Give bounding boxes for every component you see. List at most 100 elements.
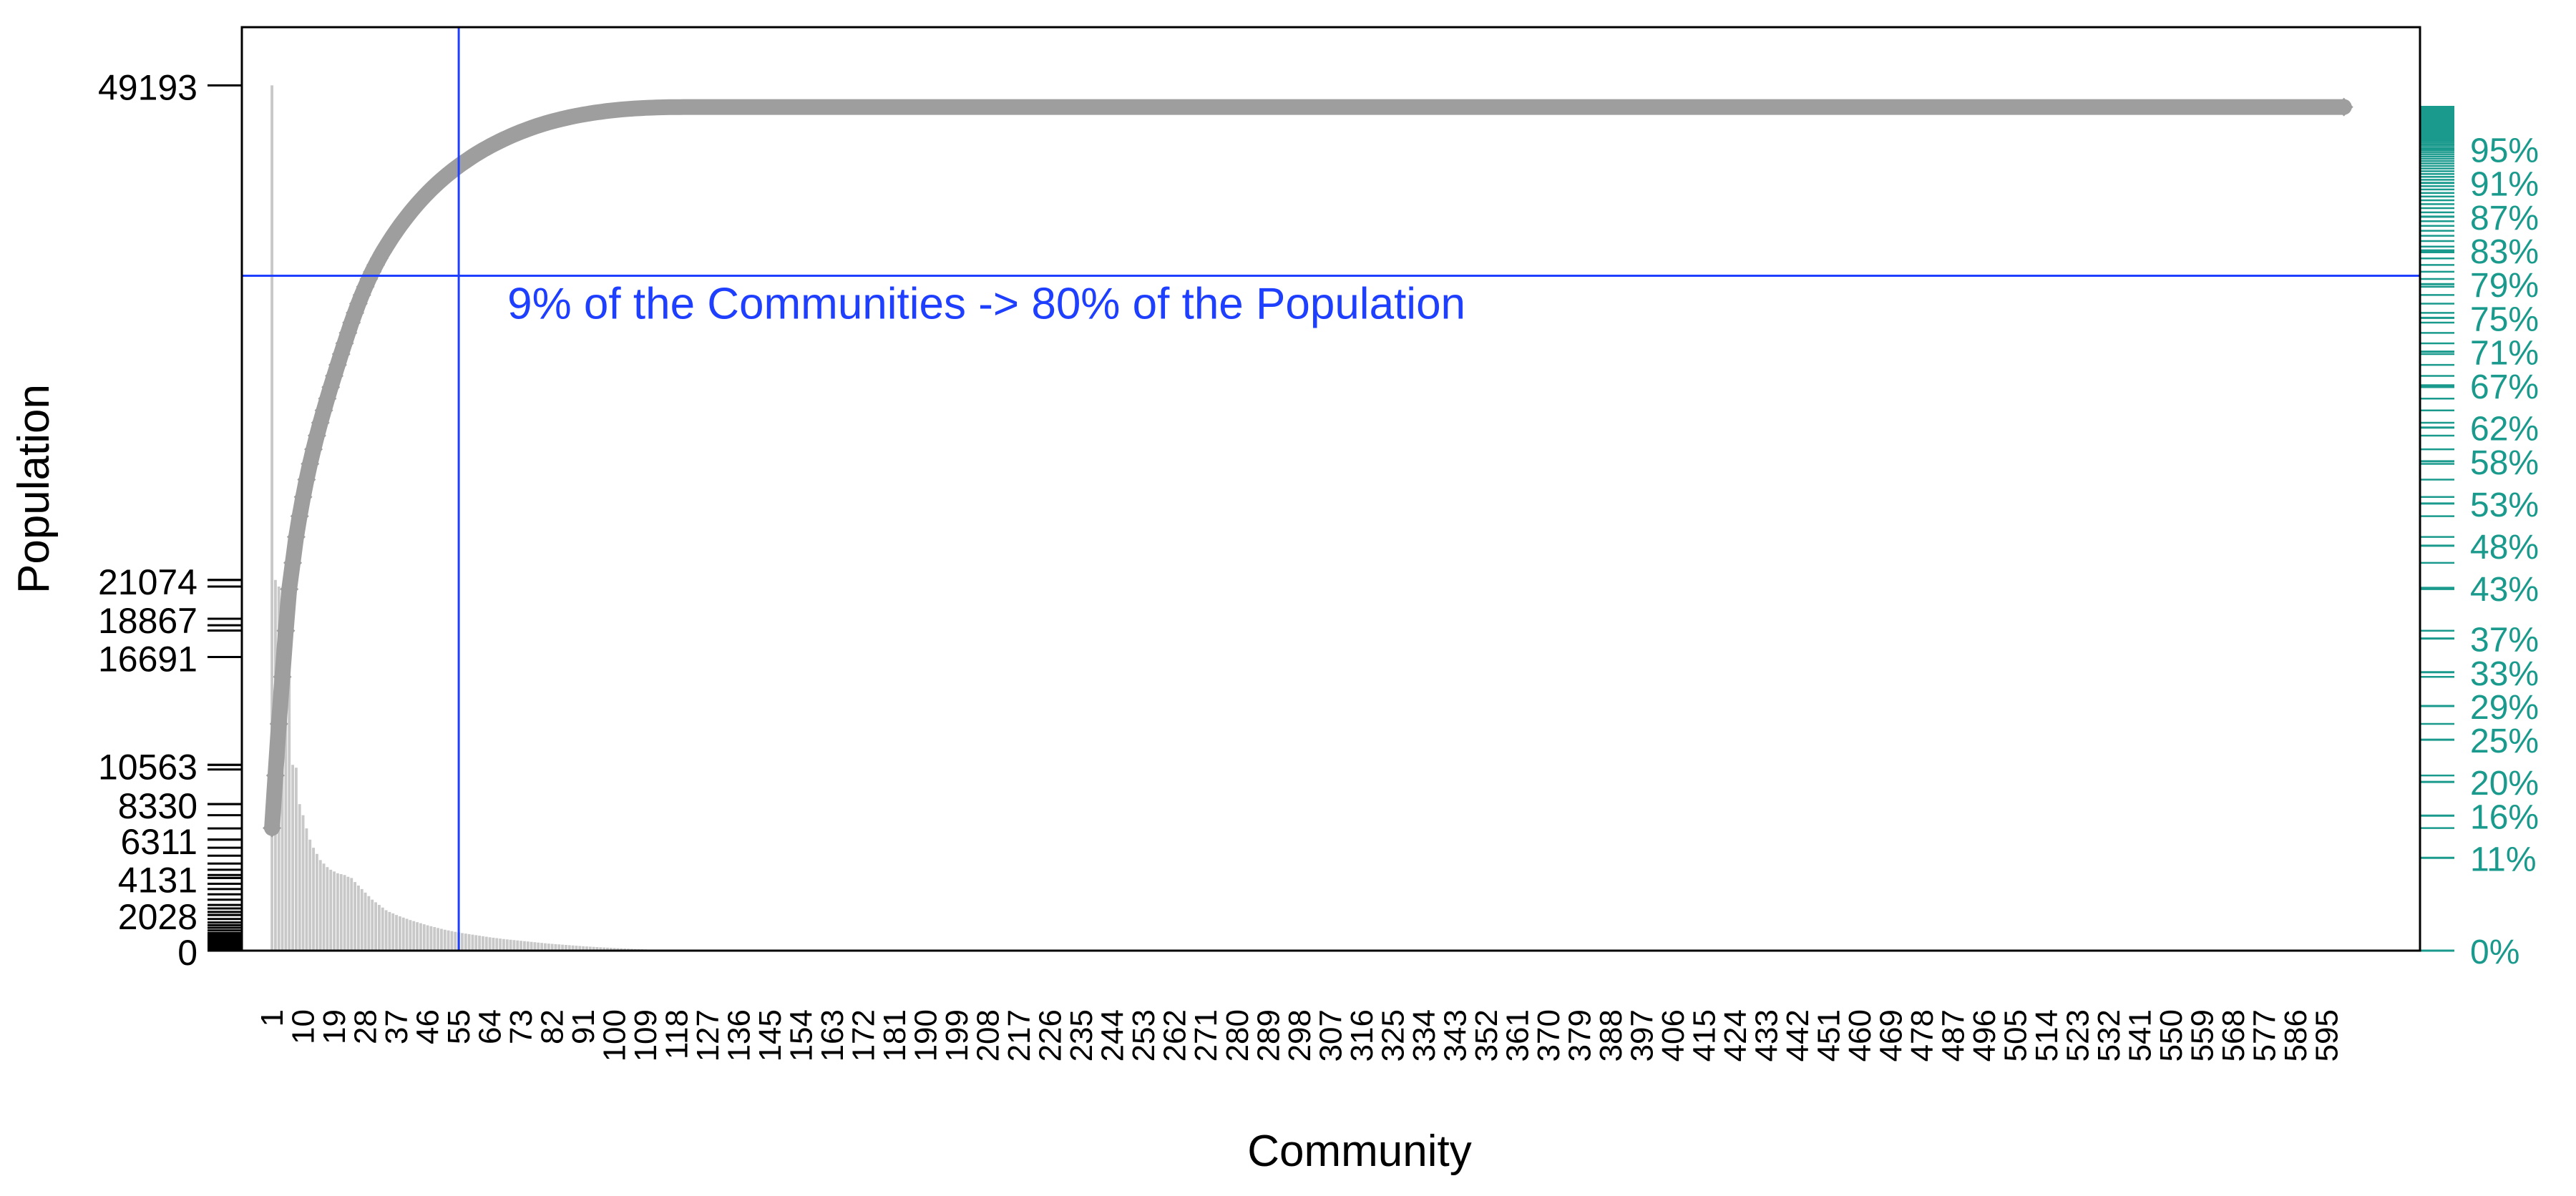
- right-axis-label: 58%: [2470, 444, 2539, 482]
- cumulative-point: [301, 454, 320, 474]
- bar: [567, 945, 571, 951]
- bar: [401, 917, 405, 951]
- x-tick-label: 595: [2309, 1009, 2344, 1062]
- x-tick-label: 1: [255, 1009, 290, 1026]
- x-tick-label: 82: [535, 1009, 570, 1044]
- x-tick-label: 388: [1594, 1009, 1629, 1062]
- bar: [301, 815, 305, 951]
- threshold-layer: [242, 27, 2420, 951]
- bar: [464, 933, 467, 951]
- cumulative-point: [307, 426, 326, 445]
- right-axis-label: 48%: [2470, 529, 2539, 567]
- bar: [565, 945, 567, 951]
- x-tick-label: 226: [1033, 1009, 1068, 1062]
- y-tick-label: 6311: [120, 822, 197, 862]
- bar: [291, 765, 294, 951]
- y-tick-label: 16691: [98, 639, 197, 680]
- bar: [482, 936, 484, 951]
- x-tick-label: 523: [2060, 1009, 2095, 1062]
- bar: [484, 936, 488, 951]
- bar: [495, 938, 499, 951]
- x-tick-label: 19: [317, 1009, 352, 1044]
- x-tick-label: 487: [1936, 1009, 1971, 1062]
- cumulative-layer: [263, 97, 2353, 838]
- x-tick-label: 397: [1624, 1009, 1659, 1062]
- x-tick-label: 271: [1189, 1009, 1224, 1062]
- bar: [585, 946, 588, 951]
- bar: [336, 873, 339, 951]
- x-tick-label: 478: [1905, 1009, 1940, 1062]
- right-axis-label: 87%: [2470, 200, 2539, 237]
- x-tick-label: 442: [1780, 1009, 1815, 1062]
- x-tick-label: 154: [784, 1009, 819, 1062]
- x-tick-label: 406: [1656, 1009, 1691, 1062]
- bar: [505, 939, 509, 951]
- bar: [391, 913, 395, 951]
- bar: [602, 947, 606, 951]
- bar: [471, 934, 474, 951]
- cumulative-line: [264, 99, 2352, 836]
- x-tick-label: 217: [1002, 1009, 1037, 1062]
- bar: [308, 839, 312, 951]
- x-tick-label: 568: [2216, 1009, 2251, 1062]
- cumulative-point: [304, 440, 323, 459]
- bar: [384, 910, 388, 951]
- bar: [426, 925, 429, 951]
- x-tick-label: 37: [379, 1009, 414, 1044]
- bar: [550, 943, 554, 951]
- x-tick-label: 289: [1251, 1009, 1286, 1062]
- x-tick-label: 334: [1407, 1009, 1442, 1062]
- bar: [329, 869, 333, 951]
- bar: [436, 928, 440, 951]
- bar: [533, 942, 537, 951]
- bar: [499, 938, 502, 951]
- right-axis-label: 67%: [2470, 368, 2539, 406]
- cumulative-point: [265, 766, 285, 785]
- right-axis-label: 91%: [2470, 166, 2539, 204]
- bar: [467, 933, 471, 951]
- bar: [360, 888, 364, 951]
- x-tick-label: 127: [691, 1009, 726, 1062]
- x-tick-label: 163: [815, 1009, 850, 1062]
- bar: [582, 946, 585, 951]
- y-axis-label: Population: [9, 384, 59, 594]
- bar: [443, 929, 447, 951]
- right-axis-label: 83%: [2470, 233, 2539, 271]
- right-axis-label: 62%: [2470, 411, 2539, 448]
- bar: [592, 946, 595, 951]
- bar: [416, 922, 419, 951]
- bar: [364, 892, 367, 951]
- x-tick-label: 541: [2122, 1009, 2157, 1062]
- bar: [588, 946, 592, 951]
- bar: [530, 941, 533, 951]
- x-tick-label: 181: [877, 1009, 912, 1062]
- x-tick-label: 235: [1064, 1009, 1099, 1062]
- bar: [298, 804, 301, 951]
- x-tick-label: 532: [2092, 1009, 2127, 1062]
- bar: [512, 940, 516, 951]
- bar: [616, 948, 620, 951]
- bar: [412, 921, 416, 951]
- x-tick-label: 172: [847, 1009, 882, 1062]
- bar: [450, 931, 454, 951]
- x-tick-label: 496: [1967, 1009, 2002, 1062]
- x-tick-label: 343: [1438, 1009, 1473, 1062]
- x-tick-label: 577: [2247, 1009, 2282, 1062]
- x-tick-label: 28: [348, 1009, 384, 1044]
- bar: [305, 828, 308, 951]
- right-axis-label: 25%: [2470, 722, 2539, 760]
- cumulative-point: [273, 667, 292, 687]
- bar: [561, 944, 565, 951]
- bar: [454, 931, 457, 951]
- right-axis-label: 95%: [2470, 132, 2539, 170]
- bar: [519, 941, 523, 951]
- bar: [609, 948, 613, 951]
- x-tick-label: 208: [971, 1009, 1006, 1062]
- bar: [353, 882, 357, 951]
- bar: [606, 947, 609, 951]
- bar: [509, 939, 512, 951]
- x-tick-label: 514: [2029, 1009, 2064, 1062]
- bar: [554, 943, 557, 951]
- x-axis-label: Community: [1247, 1127, 1472, 1176]
